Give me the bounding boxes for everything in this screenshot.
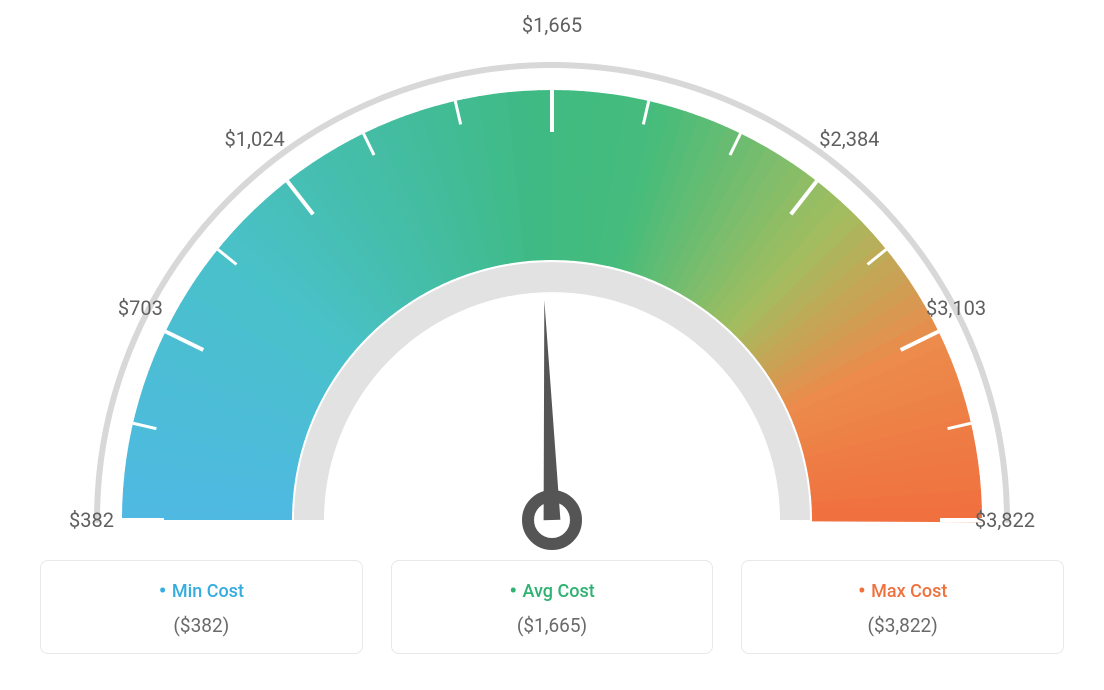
gauge-tick-label: $3,822	[975, 508, 1035, 532]
summary-cards: Min Cost ($382) Avg Cost ($1,665) Max Co…	[0, 560, 1104, 678]
gauge-tick-label: $703	[118, 296, 163, 320]
avg-cost-card: Avg Cost ($1,665)	[391, 560, 714, 654]
max-cost-card: Max Cost ($3,822)	[741, 560, 1064, 654]
min-cost-label: Min Cost	[51, 579, 352, 604]
cost-gauge: $382 $703 $1,024 $1,665 $2,384 $3,103 $3,822	[0, 0, 1104, 560]
gauge-tick-label: $3,103	[926, 296, 986, 320]
gauge-tick-label: $2,384	[819, 127, 879, 151]
gauge-svg	[0, 0, 1104, 560]
avg-cost-value: ($1,665)	[402, 614, 703, 637]
gauge-tick-label: $1,665	[522, 13, 582, 37]
avg-cost-label: Avg Cost	[402, 579, 703, 604]
min-cost-card: Min Cost ($382)	[40, 560, 363, 654]
gauge-tick-label: $382	[69, 508, 114, 532]
min-cost-value: ($382)	[51, 614, 352, 637]
max-cost-label: Max Cost	[752, 579, 1053, 604]
gauge-tick-label: $1,024	[225, 127, 285, 151]
max-cost-value: ($3,822)	[752, 614, 1053, 637]
